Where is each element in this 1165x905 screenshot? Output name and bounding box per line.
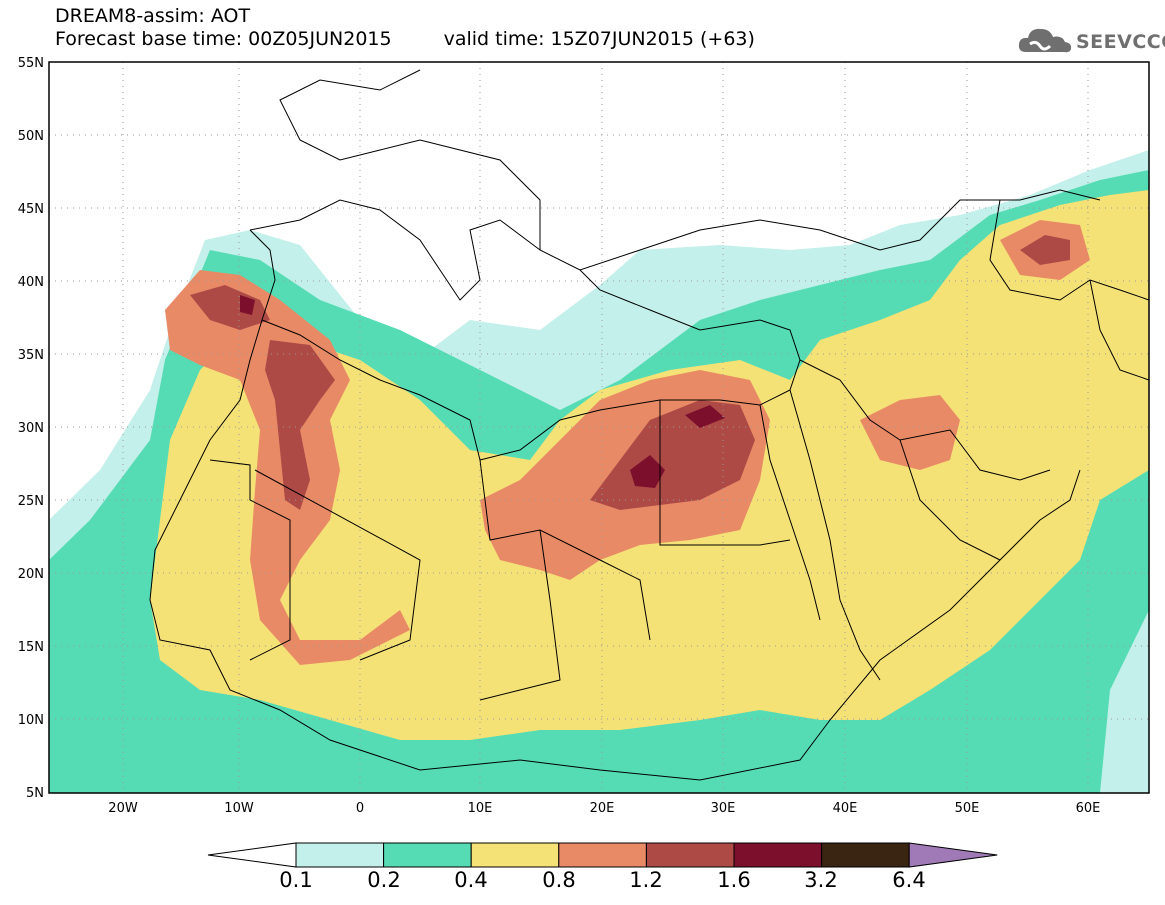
lat-tick-15n: 15N — [18, 640, 44, 655]
base-time-label: Forecast base time: 00Z05JUN2015 — [55, 28, 392, 50]
lat-tick-25n: 25N — [18, 494, 44, 509]
colorbar-box-2 — [470, 842, 560, 868]
lat-tick-labels: 55N 50N 45N 40N 35N 30N 25N 20N 15N 10N … — [18, 56, 44, 801]
lat-tick-35n: 35N — [18, 348, 44, 363]
lon-tick-60e: 60E — [1076, 801, 1101, 816]
colorbar-label-0-8: 0.8 — [542, 868, 576, 892]
lat-tick-40n: 40N — [18, 275, 44, 290]
lon-tick-10e: 10E — [468, 801, 493, 816]
colorbar-label-0-2: 0.2 — [367, 868, 401, 892]
aot-level-1-6-egypt-2 — [685, 405, 725, 428]
lat-tick-5n: 5N — [26, 786, 44, 801]
colorbar-under-arrow — [207, 842, 297, 868]
lat-tick-30n: 30N — [18, 421, 44, 436]
colorbar-boxes — [207, 842, 998, 868]
colorbar-box-3 — [558, 842, 647, 868]
colorbar-label-3-2: 3.2 — [804, 868, 838, 892]
lon-tick-50e: 50E — [955, 801, 980, 816]
lon-tick-30e: 30E — [711, 801, 736, 816]
lon-tick-0: 0 — [356, 801, 364, 816]
forecast-time-line: Forecast base time: 00Z05JUN2015 valid ti… — [55, 29, 755, 50]
colorbar-label-6-4: 6.4 — [892, 868, 926, 892]
lon-tick-20w: 20W — [108, 801, 138, 816]
aot-level-0-8-iraq — [860, 395, 960, 470]
lat-tick-45n: 45N — [18, 202, 44, 217]
colorbar-label-1-2: 1.2 — [629, 868, 663, 892]
colorbar-box-5 — [733, 842, 823, 868]
lon-tick-labels: 20W 10W 0 10E 20E 30E 40E 50E 60E — [108, 801, 1100, 816]
lat-tick-50n: 50N — [18, 129, 44, 144]
map-title: DREAM8-assim: AOT — [55, 5, 251, 27]
aot-level-0-4-arabia — [840, 500, 1000, 680]
lat-tick-10n: 10N — [18, 713, 44, 728]
cloud-logo-icon — [1018, 28, 1072, 53]
aot-level-1-2-egypt — [590, 400, 755, 510]
colorbar-label-1-6: 1.6 — [717, 868, 751, 892]
country-borders — [149, 69, 1149, 781]
colorbar-over-arrow — [908, 842, 998, 868]
logo-text: SEEVCCC — [1076, 31, 1165, 53]
lat-tick-20n: 20N — [18, 567, 44, 582]
colorbar-label-0-1: 0.1 — [279, 868, 313, 892]
aot-level-1-2-morocco — [265, 340, 335, 510]
map-frame — [48, 61, 1150, 794]
lon-tick-10w: 10W — [224, 801, 254, 816]
colorbar-box-6 — [821, 842, 910, 868]
seevccc-logo: SEEVCCC — [1016, 22, 1165, 58]
aot-level-1-6-egypt — [630, 455, 665, 488]
aot-level-1-6 — [240, 295, 255, 315]
lat-tick-55n: 55N — [18, 56, 44, 71]
aot-level-1-2-caspian — [1020, 235, 1070, 265]
valid-time-label: valid time: 15Z07JUN2015 (+63) — [443, 28, 755, 50]
lon-tick-20e: 20E — [590, 801, 615, 816]
colorbar-box-4 — [645, 842, 735, 868]
colorbar-box-1 — [383, 842, 472, 868]
lon-tick-40e: 40E — [833, 801, 858, 816]
aot-level-1-2 — [190, 285, 270, 330]
aot-contour-field — [49, 62, 1149, 793]
colorbar-label-0-4: 0.4 — [454, 868, 488, 892]
colorbar-box-0 — [295, 842, 385, 868]
